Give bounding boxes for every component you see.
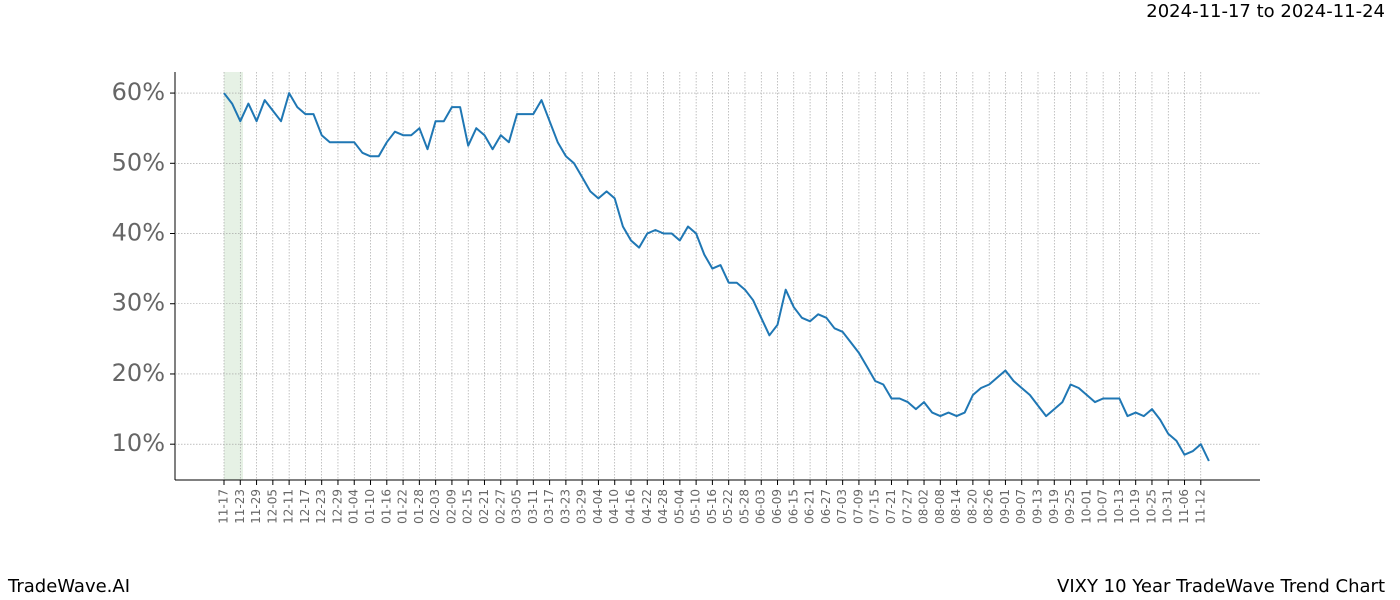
y-tick-label: 60% [112,78,165,106]
x-tick-label: 10-19 [1128,489,1142,524]
x-tick-label: 10-25 [1144,489,1158,524]
x-tick-label: 05-16 [705,489,719,524]
x-tick-label: 01-28 [412,489,426,524]
y-tick-label: 30% [112,289,165,317]
x-tick-label: 07-15 [868,489,882,524]
x-tick-label: 10-31 [1161,489,1175,524]
x-tick-label: 08-26 [982,489,996,524]
x-tick-label: 06-09 [770,489,784,524]
x-tick-label: 01-04 [347,489,361,524]
x-tick-label: 02-03 [428,489,442,524]
x-tick-label: 11-17 [217,489,231,524]
x-tick-label: 09-07 [1014,489,1028,524]
x-tick-label: 07-27 [900,489,914,524]
x-tick-label: 06-21 [803,489,817,524]
x-tick-label: 08-08 [933,489,947,524]
x-tick-label: 08-20 [965,489,979,524]
x-tick-label: 09-25 [1063,489,1077,524]
x-tick-label: 05-04 [672,489,686,524]
x-tick-label: 10-07 [1096,489,1110,524]
x-tick-label: 04-22 [640,489,654,524]
y-tick-label: 20% [112,359,165,387]
x-tick-label: 01-16 [379,489,393,524]
x-tick-label: 07-03 [835,489,849,524]
x-tick-label: 03-29 [575,489,589,524]
x-tick-label: 12-11 [282,489,296,524]
x-tick-label: 02-21 [477,489,491,524]
x-tick-label: 11-12 [1193,489,1207,524]
x-tick-label: 03-17 [542,489,556,524]
brand: TradeWave.AI [7,576,130,597]
x-tick-label: 02-15 [461,489,475,524]
x-tick-label: 09-13 [1031,489,1045,524]
x-tick-label: 07-09 [851,489,865,524]
x-tick-label: 09-01 [998,489,1012,524]
x-tick-label: 03-11 [526,489,540,524]
x-tick-label: 04-04 [591,489,605,524]
x-tick-label: 06-03 [754,489,768,524]
y-tick-label: 50% [112,148,165,176]
x-tick-label: 04-28 [656,489,670,524]
x-tick-label: 12-23 [314,489,328,524]
x-tick-label: 12-05 [265,489,279,524]
x-tick-label: 01-10 [363,489,377,524]
highlight-band [224,72,243,480]
y-tick-label: 10% [112,429,165,457]
x-tick-label: 06-27 [819,489,833,524]
x-tick-label: 08-14 [949,489,963,524]
x-tick-label: 04-16 [624,489,638,524]
x-tick-label: 11-06 [1177,489,1191,524]
x-tick-label: 03-05 [510,489,524,524]
x-tick-label: 12-17 [298,489,312,524]
chart-title: VIXY 10 Year TradeWave Trend Chart [1057,576,1385,597]
x-tick-label: 11-29 [249,489,263,524]
x-tick-label: 10-13 [1112,489,1126,524]
x-tick-label: 01-22 [396,489,410,524]
x-tick-label: 12-29 [330,489,344,524]
x-tick-label: 05-22 [721,489,735,524]
x-tick-label: 05-10 [689,489,703,524]
x-tick-label: 02-09 [444,489,458,524]
date-range: 2024-11-17 to 2024-11-24 [1146,1,1385,22]
x-tick-label: 07-21 [884,489,898,524]
x-tick-label: 03-23 [558,489,572,524]
x-tick-label: 11-23 [233,489,247,524]
x-tick-label: 06-15 [786,489,800,524]
y-tick-label: 40% [112,219,165,247]
x-tick-label: 09-19 [1047,489,1061,524]
x-tick-label: 10-01 [1079,489,1093,524]
x-tick-label: 02-27 [493,489,507,524]
x-tick-label: 05-28 [737,489,751,524]
x-tick-label: 08-02 [917,489,931,524]
price-line [223,92,1210,462]
x-tick-label: 04-10 [607,489,621,524]
